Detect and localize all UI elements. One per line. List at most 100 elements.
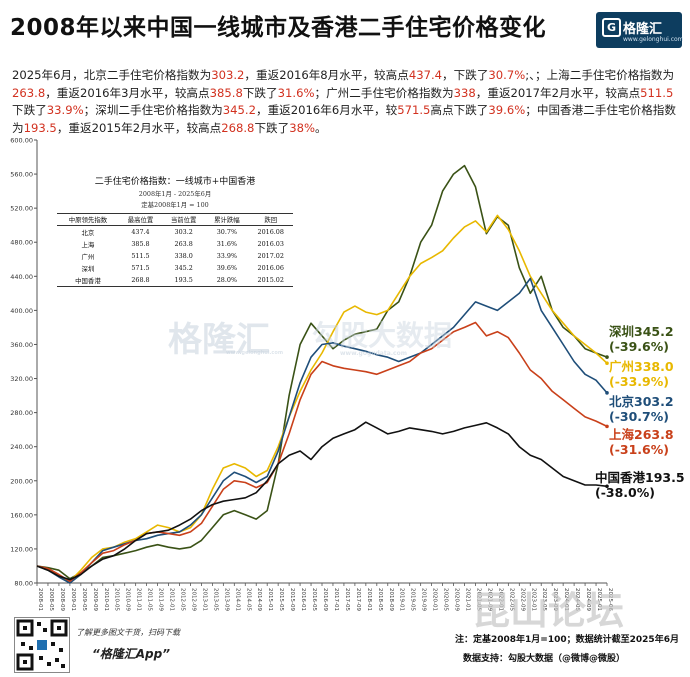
x-tick-label: 2020-01 [432,588,438,611]
x-tick-label: 2018-05 [377,588,383,611]
logo-mark: G [602,18,621,37]
summary-value: 31.6% [277,85,315,100]
series-endpoint-深圳 [605,355,609,359]
inset-table-row: 广州 511.5 338.0 33.9% 2017.02 [57,250,293,262]
inset-table-row: 深圳 571.5 345.2 39.6% 2016.06 [57,262,293,274]
y-tick-label: 120.00 [10,545,33,553]
x-tick-label: 2012-09 [190,588,196,611]
summary-text: 下跌了 [254,120,290,135]
watermark-forum: 昆山论坛 [472,589,625,633]
summary-text: 2025年6月，北京二手住宅价格指数为 [12,68,212,82]
qr-code[interactable] [14,617,70,673]
summary-value: 30.7% [488,68,526,82]
y-tick-label: 520.00 [10,205,33,213]
summary-text: ，重返2015年2月水平，较高点 [56,120,222,135]
x-tick-label: 2013-09 [223,588,229,611]
x-tick-label: 2017-05 [344,588,350,611]
x-tick-label: 2016-01 [300,588,306,611]
y-tick-label: 160.00 [10,511,33,519]
summary-value: 263.8 [12,85,46,100]
x-tick-label: 2015-01 [267,588,273,611]
x-tick-label: 2021-09 [486,588,492,611]
summary-paragraph: 2025年6月，北京二手住宅价格指数为303.2，重返2016年8月水平，较高点… [12,67,680,137]
summary-text: ，重返2017年2月水平，较高点 [475,85,641,100]
inset-table-cell: 2016.03 [257,240,284,248]
inset-table-cell: 263.8 [174,240,193,248]
x-tick-label: 2010-09 [125,588,131,611]
brand-logo: G 格隆汇 www.gelonghui.com [596,12,684,48]
summary-value: 38% [289,120,316,135]
inset-header-cell: 累计跌幅 [205,213,249,226]
x-tick-label: 2016-09 [322,588,328,611]
data-source: 数据支持：勾股大数据（@微博@微股） [463,654,626,664]
x-tick-label: 2019-05 [410,588,416,611]
summary-value: 39.6% [488,103,526,117]
y-tick-label: 480.00 [10,239,33,247]
summary-value: 511.5 [640,85,674,100]
y-tick-label: 600.00 [10,137,33,145]
summary-text: ，下跌了 [442,68,489,82]
series-line-深圳 [36,164,608,580]
label-shenzhen-change: (-39.6%) [609,339,669,354]
x-tick-label: 2021-01 [465,588,471,611]
series-endpoint-北京 [605,391,609,395]
label-shenzhen-name: 深圳345.2 [609,324,674,339]
inset-table-row: 北京 437.4 303.2 30.7% 2016.08 [57,226,293,239]
inset-table-row: 上海 385.8 263.8 31.6% 2016.03 [57,238,293,250]
y-tick-label: 80.00 [14,580,33,588]
inset-table-cell: 深圳 [81,264,95,273]
inset-table-cell: 345.2 [174,264,193,272]
logo-name: 格隆汇 [623,22,663,37]
inset-table-cell: 571.5 [131,264,150,272]
summary-value: 193.5 [23,120,57,135]
x-tick-label: 2024-05 [574,588,580,611]
label-beijing-change: (-30.7%) [609,409,669,424]
x-tick-label: 2025-06 [607,588,613,611]
x-tick-label: 2010-01 [103,588,109,611]
inset-table-cell: 338.0 [174,252,193,260]
x-tick-label: 2017-01 [333,588,339,611]
summary-value: 571.5 [397,103,431,117]
y-tick-label: 400.00 [10,307,33,315]
line-chart: 80.00 120.00 160.00 200.00 240.00 280.00 320.0… [10,137,613,612]
inset-table-cell: 28.0% [205,274,249,287]
x-tick-label: 2023-09 [552,588,558,611]
label-hongkong: 中国香港193.5 (-38.0%) [595,470,685,500]
summary-text: 下跌了 [242,85,278,100]
x-tick-label: 2013-01 [201,588,207,611]
x-tick-label: 2008-09 [59,588,65,611]
x-tick-label: 2009-09 [92,588,98,611]
inset-table-cell: 中国香港 [57,274,119,287]
summary-text: ；深圳二手住宅价格指数为 [83,103,223,117]
watermark-brand-url: www.gelonghui.com [226,350,284,356]
logo-url: www.gelonghui.com [623,36,684,43]
label-shanghai-name: 上海263.8 [609,427,674,442]
y-tick-label: 360.00 [10,341,33,349]
x-tick-label: 2011-01 [136,588,142,611]
inset-table-panel: 二手住宅价格指数：一线城市+中国香港 2008年1月 - 2025年6月 定基2… [50,168,300,290]
label-shanghai-change: (-31.6%) [609,442,669,457]
inset-table-cell: 2016.06 [257,264,284,272]
label-shenzhen: 深圳345.2 (-39.6%) [609,324,674,354]
x-tick-label: 2022-01 [497,588,503,611]
x-tick-label: 2010-05 [114,588,120,611]
x-tick-label: 2020-05 [443,588,449,611]
series-line-广州 [36,214,608,583]
inset-table: 中原领先指数 最高位置 当前位置 累计跌幅 跌回 北京 437.4 303.2 30.7% 20… [57,213,293,287]
inset-table-cell: 2015.02 [248,274,293,287]
qr-caption: 了解更多图文干货，扫码下载 [76,628,180,637]
page-title: 2008年以来中国一线城市及香港二手住宅价格变化 [10,15,547,41]
x-tick-label: 2024-09 [585,588,591,611]
x-tick-label: 2008-05 [48,588,54,611]
summary-text: ，重返2016年3月水平，较高点 [45,85,210,100]
summary-text: ，重返2016年8月水平，较高点 [244,68,409,82]
label-guangzhou: 广州338.0 (-33.9%) [609,359,674,389]
inset-table-cell: 193.5 [162,274,206,287]
y-tick-label: 280.00 [10,409,33,417]
x-tick-label: 2021-05 [475,588,481,611]
x-tick-label: 2018-09 [388,588,394,611]
x-tick-label: 2011-05 [147,588,153,611]
inset-title: 二手住宅价格指数：一线城市+中国香港 [94,177,256,187]
x-tick-label: 2019-09 [421,588,427,611]
summary-text: ；广州二手住宅价格指数为 [314,85,454,100]
